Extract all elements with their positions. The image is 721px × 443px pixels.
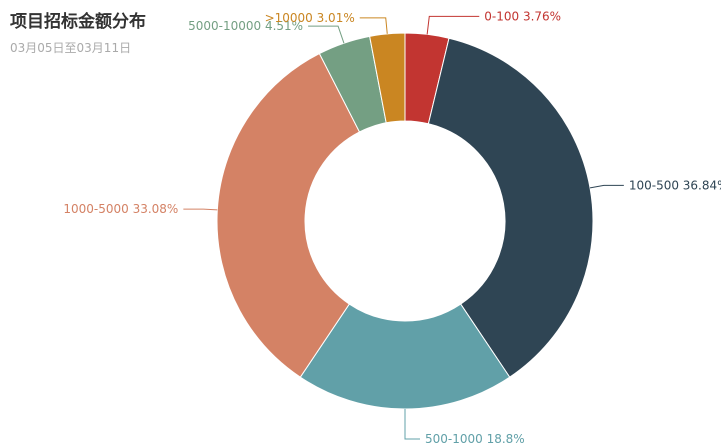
leader-line-10000 — [359, 17, 388, 34]
slice-10000[interactable] — [369, 32, 406, 124]
leader-line-0-100 — [426, 15, 480, 35]
leader-line-500-1000 — [404, 409, 420, 440]
slice-1000-5000[interactable] — [216, 52, 361, 378]
slice-label-1000-5000: 1000-5000 33.08% — [63, 202, 178, 216]
slice-100-500[interactable] — [427, 37, 594, 378]
leader-line-100-500 — [589, 184, 624, 189]
leader-line-5000-10000 — [308, 25, 345, 44]
chart-subtitle: 03月05日至03月11日 — [10, 41, 132, 55]
slice-500-1000[interactable] — [299, 303, 511, 410]
chart-title: 项目招标金额分布 — [10, 12, 146, 32]
slice-label-500-1000: 500-1000 18.8% — [425, 432, 525, 443]
leader-line-1000-5000 — [183, 208, 218, 211]
slice-label-0-100: 0-100 3.76% — [484, 9, 561, 23]
slice-label-10000: >10000 3.01% — [265, 11, 355, 25]
slice-label-5000-10000: 5000-10000 4.51% — [188, 19, 303, 33]
slice-label-100-500: 100-500 36.84% — [629, 178, 721, 192]
